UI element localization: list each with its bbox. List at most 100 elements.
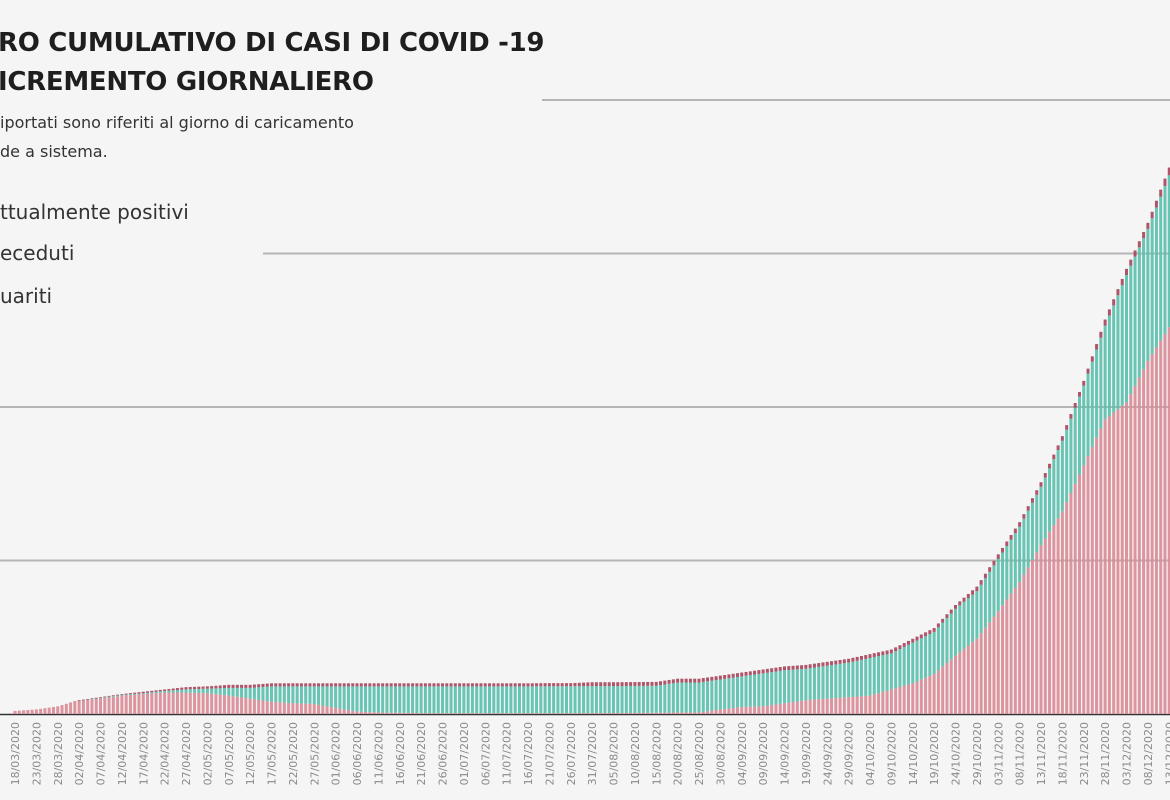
bar-deceduti (650, 681, 654, 686)
bar-attualmente-positivi (470, 713, 474, 714)
bar-attualmente-positivi (530, 713, 534, 714)
bar-attualmente-positivi (13, 710, 17, 714)
bar-attualmente-positivi (462, 713, 466, 714)
x-tick-label: 14/09/2020 (779, 722, 792, 785)
bar-attualmente-positivi (128, 694, 132, 714)
bar-deceduti (94, 697, 98, 699)
bar-deceduti (1137, 241, 1141, 248)
bar-deceduti (240, 684, 244, 688)
x-tick-label: 29/10/2020 (971, 722, 984, 785)
bar-guariti (748, 675, 752, 707)
bar-attualmente-positivi (765, 705, 769, 714)
bar-attualmente-positivi (624, 712, 628, 714)
bar-guariti (1103, 325, 1107, 420)
bar-guariti (590, 686, 594, 714)
bar-attualmente-positivi (261, 700, 265, 714)
bar-attualmente-positivi (453, 713, 457, 714)
bar-guariti (637, 685, 641, 713)
bar-guariti (1001, 552, 1005, 606)
bar-deceduti (329, 683, 333, 687)
bar-deceduti (128, 693, 132, 695)
bar-guariti (128, 694, 132, 695)
bar-guariti (449, 686, 453, 714)
x-tick-label: 06/07/2020 (479, 722, 492, 785)
bar-deceduti (103, 696, 107, 698)
bar-attualmente-positivi (996, 611, 1000, 714)
bar-deceduti (1150, 211, 1154, 219)
bar-attualmente-positivi (1082, 465, 1086, 714)
bar-deceduti (577, 682, 581, 687)
bar-deceduti (257, 684, 261, 688)
bar-attualmente-positivi (569, 713, 573, 714)
bar-guariti (257, 687, 261, 700)
bar-deceduti (334, 683, 338, 687)
bar-deceduti (624, 682, 628, 686)
bar-deceduti (107, 695, 111, 697)
bar-guariti (107, 696, 111, 698)
bar-attualmente-positivi (620, 713, 624, 714)
bar-guariti (441, 686, 444, 714)
bar-attualmente-positivi (586, 713, 590, 714)
bar-attualmente-positivi (1052, 524, 1056, 714)
bar-attualmente-positivi (428, 713, 432, 714)
bar-guariti (167, 690, 171, 693)
bar-guariti (1146, 228, 1150, 361)
x-tick-label: 14/10/2020 (907, 722, 920, 785)
bar-guariti (342, 686, 346, 710)
x-tick-label: 26/06/2020 (437, 722, 450, 785)
bar-deceduti (1112, 299, 1116, 306)
bar-deceduti (821, 662, 825, 667)
bar-attualmente-positivi (1163, 333, 1167, 714)
bar-guariti (218, 688, 222, 695)
bar-deceduti (73, 701, 77, 703)
bar-deceduti (1043, 473, 1047, 478)
bar-attualmente-positivi (804, 700, 808, 714)
legend-deceduti: eceduti (0, 241, 75, 265)
bar-guariti (120, 694, 124, 696)
bar-guariti (244, 687, 248, 699)
bar-attualmente-positivi (1107, 415, 1111, 714)
bar-guariti (992, 565, 996, 617)
bar-deceduti (949, 609, 953, 614)
bar-deceduti (1125, 268, 1128, 275)
bar-guariti (372, 686, 376, 713)
bar-guariti (1013, 533, 1017, 588)
bar-deceduti (808, 664, 812, 669)
bar-guariti (1065, 429, 1069, 503)
bar-attualmente-positivi (966, 645, 970, 714)
bar-guariti (1159, 196, 1163, 341)
bar-guariti (231, 687, 235, 697)
bar-attualmente-positivi (983, 627, 987, 714)
bar-deceduti (291, 683, 295, 687)
bar-attualmente-positivi (1043, 538, 1047, 714)
bar-attualmente-positivi (936, 670, 940, 714)
bar-deceduti (1090, 356, 1094, 362)
bar-attualmente-positivi (1103, 419, 1107, 714)
bar-guariti (287, 686, 291, 703)
bar-guariti (411, 686, 415, 713)
bar-attualmente-positivi (564, 713, 568, 714)
bar-guariti (1167, 175, 1170, 328)
bar-attualmente-positivi (252, 699, 256, 714)
bar-guariti (1009, 539, 1013, 594)
bar-guariti (842, 663, 846, 698)
bar-deceduti (90, 698, 94, 700)
bar-deceduti (321, 683, 325, 687)
bar-attualmente-positivi (479, 713, 483, 714)
bar-deceduti (718, 675, 722, 680)
bar-guariti (706, 681, 710, 712)
bar-attualmente-positivi (552, 713, 556, 714)
bar-attualmente-positivi (556, 713, 560, 714)
x-tick-label: 01/07/2020 (458, 722, 471, 785)
bar-attualmente-positivi (197, 692, 201, 714)
bar-guariti (513, 686, 517, 714)
bar-guariti (419, 686, 423, 714)
bar-attualmente-positivi (299, 703, 303, 714)
bar-guariti (817, 666, 821, 700)
bar-deceduti (342, 683, 346, 687)
bar-guariti (757, 673, 761, 707)
bar-attualmente-positivi (17, 710, 21, 714)
bar-deceduti (441, 683, 444, 687)
bar-deceduti (116, 694, 120, 696)
bar-guariti (718, 679, 722, 710)
